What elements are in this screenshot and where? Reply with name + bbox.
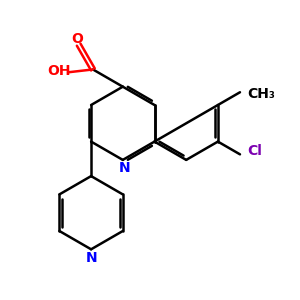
Text: O: O — [71, 32, 83, 46]
Text: CH₃: CH₃ — [248, 87, 275, 101]
Text: Cl: Cl — [248, 144, 262, 158]
Text: OH: OH — [47, 64, 71, 78]
Text: N: N — [85, 251, 97, 265]
Text: N: N — [118, 161, 130, 175]
